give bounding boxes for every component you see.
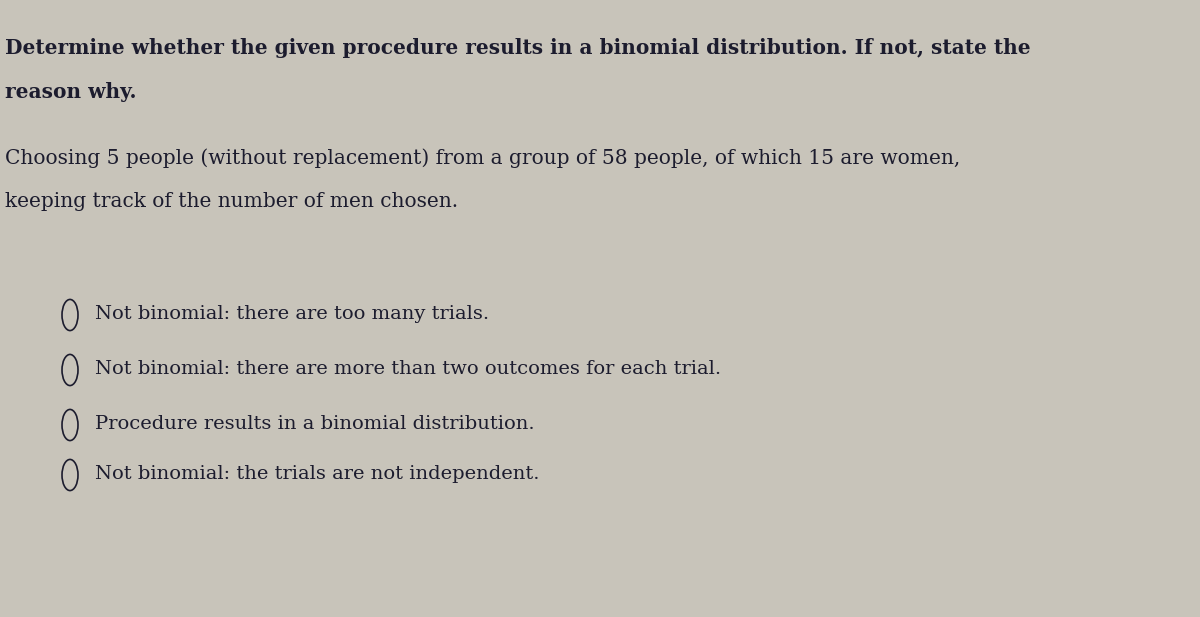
Text: Procedure results in a binomial distribution.: Procedure results in a binomial distribu… <box>95 415 535 433</box>
Text: Choosing 5 people (without replacement) from a group of 58 people, of which 15 a: Choosing 5 people (without replacement) … <box>5 148 960 168</box>
Text: reason why.: reason why. <box>5 82 137 102</box>
Text: Not binomial: there are more than two outcomes for each trial.: Not binomial: there are more than two ou… <box>95 360 721 378</box>
Text: keeping track of the number of men chosen.: keeping track of the number of men chose… <box>5 192 458 211</box>
Text: Determine whether the given procedure results in a binomial distribution. If not: Determine whether the given procedure re… <box>5 38 1031 58</box>
Text: Not binomial: there are too many trials.: Not binomial: there are too many trials. <box>95 305 490 323</box>
Text: Not binomial: the trials are not independent.: Not binomial: the trials are not indepen… <box>95 465 540 483</box>
